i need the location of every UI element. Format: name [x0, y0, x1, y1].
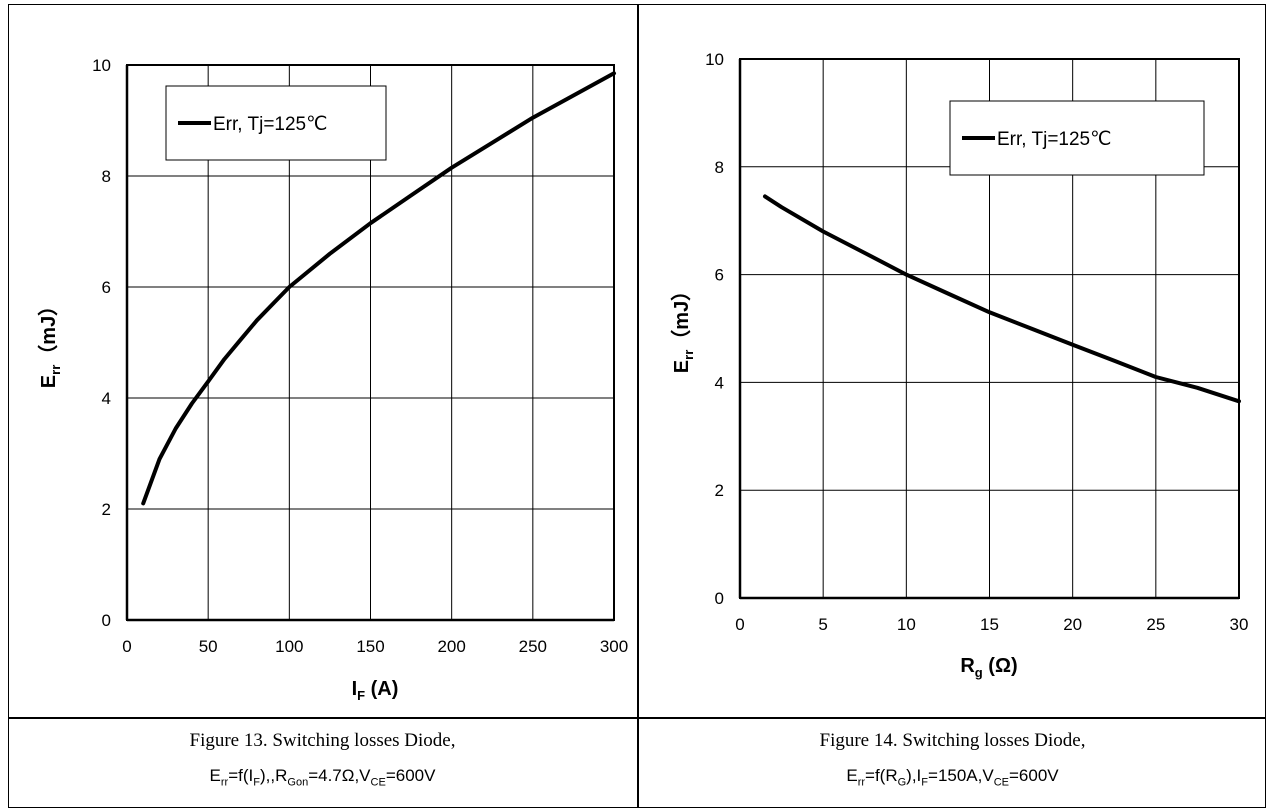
x-tick-label: 30 [1230, 615, 1249, 634]
formula-part: =f(I [228, 766, 254, 785]
formula-part: =600V [1009, 766, 1059, 785]
y-tick-label: 8 [102, 167, 111, 186]
legend: Err, Tj=125℃ [165, 85, 387, 161]
formula-part: G [897, 776, 907, 789]
x-tick-label: 0 [122, 637, 131, 656]
formula-part: rr [220, 776, 229, 789]
x-tick-label: 300 [600, 637, 628, 656]
legend: Err, Tj=125℃ [949, 100, 1205, 176]
formula-part: F [253, 776, 260, 789]
x-tick-label: 250 [519, 637, 547, 656]
x-tick-label: 15 [980, 615, 999, 634]
caption-figure-13: Figure 13. Switching losses Diode, Err=f… [8, 730, 637, 788]
formula-part: Gon [287, 776, 309, 789]
formula-part: E [846, 766, 858, 785]
formula-part: CE [993, 776, 1009, 789]
formula-part: CE [370, 776, 386, 789]
y-tick-label: 2 [102, 500, 111, 519]
caption-formula: Err=f(IF),,RGon=4.7Ω,VCE=600V [8, 766, 637, 788]
formula-part: =150A,V [928, 766, 994, 785]
formula-part: E [209, 766, 221, 785]
series-line [141, 71, 616, 506]
legend-label: Err, Tj=125℃ [213, 114, 327, 135]
x-tick-label: 200 [437, 637, 465, 656]
x-axis-label: IF (A) [352, 678, 399, 703]
y-tick-label: 8 [715, 158, 724, 177]
legend-label: Err, Tj=125℃ [997, 129, 1111, 150]
y-tick-label: 6 [715, 266, 724, 285]
y-tick-label: 10 [705, 50, 724, 69]
y-tick-label: 2 [715, 481, 724, 500]
y-tick-label: 4 [102, 389, 111, 408]
formula-part: F [921, 776, 929, 789]
series-line [763, 194, 1241, 404]
x-tick-label: 20 [1063, 615, 1082, 634]
legend-box [949, 100, 1205, 176]
x-axis-label: Rg (Ω) [960, 655, 1017, 680]
y-tick-label: 6 [102, 278, 111, 297]
caption-title: Figure 14. Switching losses Diode, [819, 730, 1086, 751]
x-tick-label: 0 [735, 615, 744, 634]
caption-title: Figure 13. Switching losses Diode, [189, 730, 456, 751]
formula-part: =600V [385, 766, 436, 785]
x-tick-label: 50 [199, 637, 218, 656]
x-tick-label: 100 [275, 637, 303, 656]
x-tick-label: 150 [356, 637, 384, 656]
x-tick-label: 10 [897, 615, 916, 634]
y-tick-label: 4 [715, 373, 724, 392]
table-row-divider [8, 717, 1266, 719]
caption-formula: Err=f(RG),IF=150A,VCE=600V [638, 766, 1267, 788]
formula-part: ),,R [260, 766, 288, 785]
chart-2: 0 5 10 15 20 25 30 0 2 4 6 8 10 Rg (Ω) Err（mJ） Err, Tj=… [670, 50, 1248, 680]
x-tick-label: 25 [1146, 615, 1165, 634]
formula-part: =f(R [865, 766, 898, 785]
y-tick-label: 0 [715, 589, 724, 608]
chart-1: 0 50 100 150 200 250 300 0 2 4 6 8 10 IF (A) Err（mJ） Er… [37, 56, 628, 703]
formula-part: rr [857, 776, 866, 789]
formula-part: =4.7Ω,V [308, 766, 371, 785]
formula-part: ),I [906, 766, 922, 785]
y-axis-label: Err（mJ） [37, 296, 63, 388]
x-tick-label: 5 [818, 615, 827, 634]
caption-figure-14: Figure 14. Switching losses Diode, Err=f… [638, 730, 1267, 788]
y-tick-label: 0 [102, 611, 111, 630]
y-axis-label: Err（mJ） [670, 281, 696, 373]
y-tick-label: 10 [92, 56, 111, 75]
table-column-divider [637, 4, 639, 808]
